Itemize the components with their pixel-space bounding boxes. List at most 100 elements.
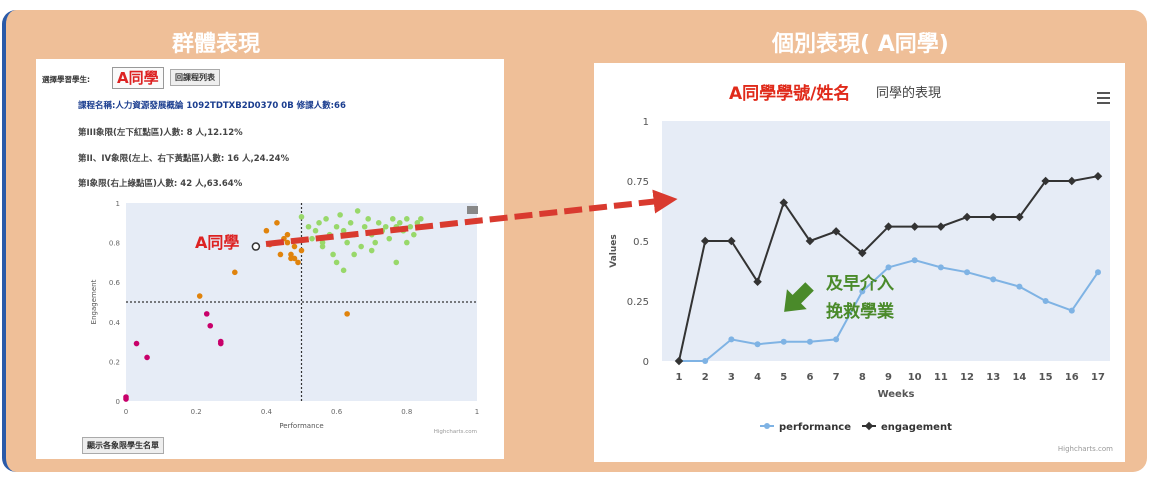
- performance-point: [1016, 283, 1023, 290]
- scatter-point-green: [404, 216, 410, 222]
- scatter-point-green: [396, 220, 403, 226]
- scatter-chart: 0 0.2 0.4 0.6 0.8 1 0 0.2 0.4 0.6 0.8 1 Performance E…: [90, 200, 479, 435]
- trend-arrow: [265, 189, 678, 247]
- scatter-point-red: [133, 340, 140, 347]
- quadrant2-4-stat: 第II、IV象限(左上、右下黃點區)人數: 16 人,24.24%: [78, 154, 290, 164]
- x-tick-label: 5: [780, 372, 787, 383]
- quadrant3-stat: 第III象限(左下紅點區)人數: 8 人,12.12%: [78, 128, 243, 138]
- performance-point: [833, 336, 840, 343]
- legend-marker: [864, 421, 874, 431]
- scatter-point-orange: [288, 251, 294, 258]
- x-tick-label: 4: [754, 372, 761, 383]
- scatter-point-green: [351, 251, 357, 258]
- x-axis-label: Weeks: [878, 389, 915, 400]
- scatter-point-green: [319, 239, 326, 246]
- select-student-label: 選擇學習學生:: [42, 75, 90, 84]
- scatter-point-orange: [277, 251, 284, 258]
- scatter-point-green: [309, 235, 315, 242]
- scatter-point-green: [354, 208, 361, 214]
- performance-point: [754, 341, 761, 348]
- scatter-point-orange: [284, 239, 291, 246]
- performance-point: [990, 276, 997, 283]
- x-tick-label: 3: [728, 372, 735, 383]
- scatter-point-green: [340, 227, 347, 234]
- x-tick-label: 13: [986, 372, 1000, 383]
- x-tick-label: 7: [833, 372, 840, 383]
- scatter-point-red: [123, 394, 129, 400]
- y-tick-label: 0.4: [109, 319, 121, 327]
- y-tick-label: 0: [116, 398, 120, 406]
- highcharts-credit: Highcharts.com: [1058, 445, 1113, 453]
- scatter-point-green: [393, 259, 400, 266]
- performance-point: [728, 336, 735, 343]
- y-tick-label: 0.8: [109, 240, 120, 248]
- scatter-point-green: [316, 220, 322, 226]
- scatter-point-orange: [344, 311, 350, 317]
- student-select[interactable]: A同學: [112, 67, 164, 89]
- scatter-point-green: [340, 267, 347, 274]
- performance-point: [1095, 269, 1101, 276]
- callout-line1: 及早介入: [826, 273, 894, 294]
- y-axis-label: Engagement: [90, 279, 98, 324]
- y-tick-label: 0: [643, 357, 649, 368]
- plot-area: [662, 121, 1110, 361]
- x-tick-label: 9: [885, 372, 892, 383]
- highlighted-student-point: [251, 242, 261, 251]
- course-info: 課程名稱:人力資源發展概論 1092TDTXB2D0370 0B 修課人數:66: [78, 101, 346, 111]
- scatter-point-red: [207, 322, 214, 329]
- scatter-point-orange: [284, 231, 291, 238]
- scatter-point-green: [389, 216, 396, 222]
- x-tick-label: 11: [934, 372, 948, 383]
- scatter-point-green: [298, 214, 305, 220]
- scatter-point-orange: [291, 255, 298, 262]
- highcharts-credit: Highcharts.com: [434, 429, 477, 435]
- y-tick-label: 0.25: [627, 297, 649, 308]
- group-panel: 選擇學習學生: A同學 回課程列表 課程名稱:人力資源發展概論 1092TDTX…: [36, 59, 504, 459]
- individual-panel: 0 0.25 0.5 0.75 1 1 2 3 4 5 6 7 8 9 10 11 12 13 14 15 16 17 We…: [594, 63, 1125, 462]
- scatter-point-orange: [232, 269, 238, 276]
- scatter-point-green: [404, 239, 410, 246]
- x-tick-label: 14: [1012, 372, 1026, 383]
- scatter-point-red: [217, 338, 224, 345]
- scatter-point-green: [323, 216, 329, 222]
- show-quadrant-students-button[interactable]: 顯示各象限學生名單: [82, 437, 164, 454]
- x-tick-label: 12: [960, 372, 974, 383]
- performance-point: [937, 264, 944, 271]
- scatter-point-green: [418, 216, 424, 222]
- scatter-point-green: [414, 220, 421, 226]
- performance-point: [859, 288, 866, 295]
- scatter-point-green: [305, 223, 312, 230]
- scatter-point-red: [203, 311, 210, 317]
- performance-point: [806, 338, 813, 345]
- back-to-course-list-button[interactable]: 回課程列表: [170, 69, 220, 86]
- scatter-point-green: [361, 223, 368, 230]
- x-tick-label: 2: [702, 372, 709, 383]
- callout-line2: 挽救學業: [826, 301, 894, 322]
- scatter-point-green: [407, 223, 414, 230]
- performance-point: [780, 338, 787, 345]
- x-tick-label: 16: [1065, 372, 1079, 383]
- scatter-point-green: [386, 235, 393, 242]
- menu-icon[interactable]: [1097, 92, 1110, 94]
- x-axis-label: Performance: [279, 422, 323, 430]
- scatter-point-orange: [196, 293, 203, 299]
- x-tick-label: 10: [908, 372, 922, 383]
- x-tick-label: 0.8: [401, 408, 412, 416]
- scatter-point-green: [411, 231, 417, 238]
- scatter-point-green: [368, 247, 375, 254]
- export-icon: [467, 206, 478, 214]
- scatter-point-green: [344, 239, 350, 246]
- x-tick-label: 0.4: [261, 408, 273, 416]
- legend-label: engagement: [881, 422, 952, 433]
- scatter-point-orange: [274, 220, 280, 226]
- scatter-point-orange: [298, 247, 305, 254]
- y-axis-label: Values: [609, 234, 619, 268]
- y-tick-label: 1: [643, 117, 649, 128]
- performance-point: [911, 257, 918, 264]
- scatter-point-green: [372, 239, 379, 246]
- scatter-point-green: [382, 223, 389, 230]
- scatter-point-green: [375, 220, 382, 226]
- performance-point: [1042, 298, 1049, 304]
- performance-point: [1068, 307, 1075, 314]
